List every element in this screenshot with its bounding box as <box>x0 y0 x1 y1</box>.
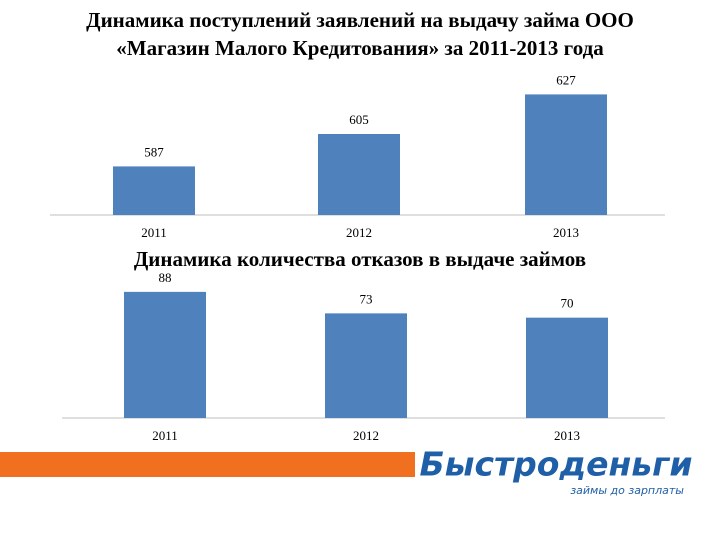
x-tick-label: 2012 <box>346 225 372 240</box>
bar <box>124 291 206 418</box>
x-tick-label: 2013 <box>554 428 580 443</box>
x-tick-label: 2011 <box>152 428 178 443</box>
x-tick-label: 2013 <box>553 225 579 240</box>
logo-tagline: займы до зарплаты <box>570 484 684 497</box>
data-label: 605 <box>349 112 369 127</box>
x-tick-label: 2011 <box>141 225 167 240</box>
bar <box>113 166 195 215</box>
data-label: 88 <box>159 270 172 285</box>
data-label: 73 <box>360 291 373 306</box>
x-tick-label: 2012 <box>353 428 379 443</box>
bar <box>325 313 407 418</box>
logo-name: Быстроденьги <box>419 445 692 484</box>
data-label: 627 <box>556 72 576 87</box>
bar <box>318 134 400 215</box>
data-label: 587 <box>144 144 164 159</box>
bar <box>526 317 608 418</box>
data-label: 70 <box>561 296 574 311</box>
chart-title: Динамика поступлений заявлений на выдачу… <box>86 8 634 60</box>
orange-band <box>0 452 415 477</box>
bar <box>525 94 607 215</box>
chart-title: Динамика количества отказов в выдаче зай… <box>134 247 586 271</box>
